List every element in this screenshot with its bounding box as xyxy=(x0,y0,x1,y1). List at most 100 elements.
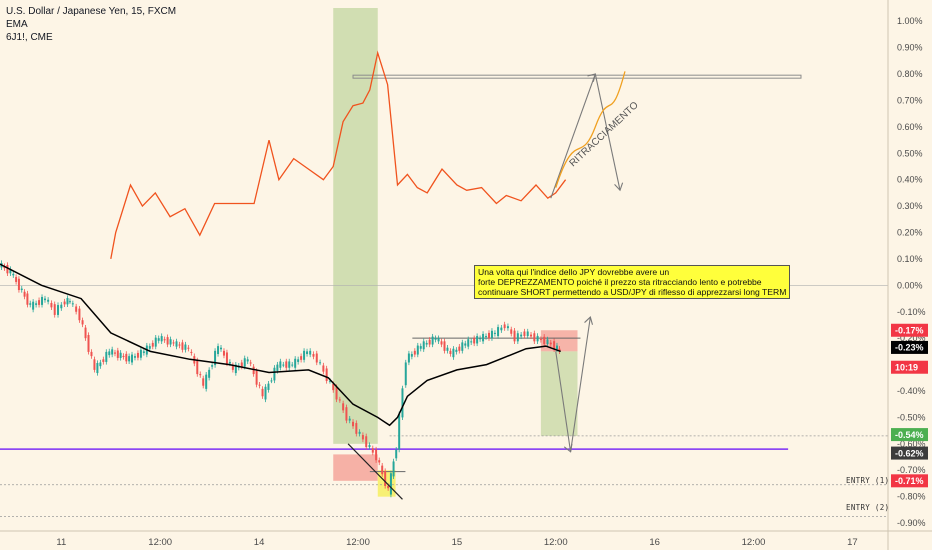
candle-body xyxy=(485,336,488,338)
price-tick-label: 1.00% xyxy=(897,16,923,26)
price-badge xyxy=(891,323,928,337)
candle-body xyxy=(297,359,300,362)
candle-body xyxy=(26,293,29,305)
candle-body xyxy=(273,367,276,381)
candle-body xyxy=(455,349,458,352)
candle-body xyxy=(211,365,214,367)
candle-body xyxy=(175,341,178,347)
arrowhead xyxy=(614,182,624,192)
trade-stop-zone xyxy=(540,330,578,352)
price-badge xyxy=(891,474,928,488)
price-tick-label: -0.10% xyxy=(897,307,926,317)
projection-curve xyxy=(555,71,626,188)
candle-body xyxy=(169,339,172,345)
time-tick-label: 11 xyxy=(56,537,66,548)
candle-body xyxy=(513,330,516,342)
candle-body xyxy=(181,342,184,350)
candle-body xyxy=(493,332,496,334)
candle-body xyxy=(119,352,122,358)
candle-body xyxy=(520,334,523,337)
candle-body xyxy=(205,374,208,389)
candle-body xyxy=(199,374,202,376)
price-levels xyxy=(0,74,888,517)
candle-body xyxy=(50,302,53,308)
drawings xyxy=(347,71,626,500)
candle-body xyxy=(151,342,154,347)
candle-body xyxy=(163,339,166,341)
price-tick-label: 0.90% xyxy=(897,43,923,53)
candle-body xyxy=(84,327,87,339)
candle-body xyxy=(553,341,556,350)
candle-body xyxy=(539,339,542,341)
price-badge-label: -0.62% xyxy=(895,448,924,458)
candle-body xyxy=(345,407,348,421)
candle-body xyxy=(526,331,529,337)
arrowhead xyxy=(584,316,594,325)
candle-body xyxy=(249,362,252,364)
candle-body xyxy=(261,388,264,397)
candle-body xyxy=(220,347,223,350)
candle-body xyxy=(258,384,261,386)
candle-body xyxy=(276,364,279,371)
candle-body xyxy=(335,386,338,400)
candle-body xyxy=(190,351,193,353)
candle-body xyxy=(196,360,199,375)
candle-body xyxy=(23,291,26,297)
candle-body xyxy=(116,350,119,358)
time-tick-label: 16 xyxy=(649,537,660,548)
candle-body xyxy=(108,351,111,356)
candle-body xyxy=(128,356,131,362)
candle-body xyxy=(546,339,549,344)
candle-body xyxy=(482,333,485,342)
candle-body xyxy=(32,301,35,310)
symbol-title: U.S. Dollar / Japanese Yen, 15, FXCM xyxy=(6,6,177,17)
candle-body xyxy=(431,336,434,345)
candle-body xyxy=(35,303,38,305)
candle-body xyxy=(487,332,490,339)
jpy-future-line xyxy=(110,50,567,260)
resistance-band xyxy=(352,74,802,79)
price-badge-label: -0.71% xyxy=(895,476,924,486)
retracement-arrow xyxy=(550,73,596,199)
highlight-zones xyxy=(333,8,578,497)
candle-body xyxy=(516,333,519,342)
price-tick-label: 0.20% xyxy=(897,228,923,238)
candle-body xyxy=(214,350,217,366)
candle-body xyxy=(172,342,175,344)
candle-body xyxy=(228,361,231,364)
candle-body xyxy=(202,378,205,386)
candle-body xyxy=(389,473,392,495)
candle-body xyxy=(267,383,270,390)
candle-body xyxy=(461,342,464,351)
candle-body xyxy=(12,273,15,276)
candle-body xyxy=(282,364,285,366)
candle-body xyxy=(533,333,536,342)
candle-body xyxy=(246,359,249,362)
candle-body xyxy=(434,338,437,340)
candle-body xyxy=(479,338,482,340)
candle-body xyxy=(416,345,419,355)
candle-body xyxy=(312,354,315,357)
candle-body xyxy=(306,351,309,355)
candle-body xyxy=(222,350,225,356)
candle-body xyxy=(279,361,282,368)
candle-body xyxy=(93,359,96,370)
candle-body xyxy=(29,303,32,305)
price-tick-label: 0.40% xyxy=(897,175,923,185)
candle-body xyxy=(510,329,513,334)
candle-body xyxy=(446,347,449,351)
price-tick-label: -0.20% xyxy=(897,333,926,343)
time-tick-label: 12:00 xyxy=(346,537,370,548)
candle-body xyxy=(234,364,237,374)
candle-body xyxy=(332,383,335,391)
candle-body xyxy=(38,300,41,305)
candle-body xyxy=(470,341,473,343)
candle-body xyxy=(342,403,345,411)
entry-1-label: ENTRY (1) xyxy=(846,476,889,485)
candle-body xyxy=(422,341,425,350)
candle-body xyxy=(355,423,358,434)
candle-body xyxy=(440,341,443,345)
candle-body xyxy=(17,278,20,291)
candle-body xyxy=(315,353,318,363)
